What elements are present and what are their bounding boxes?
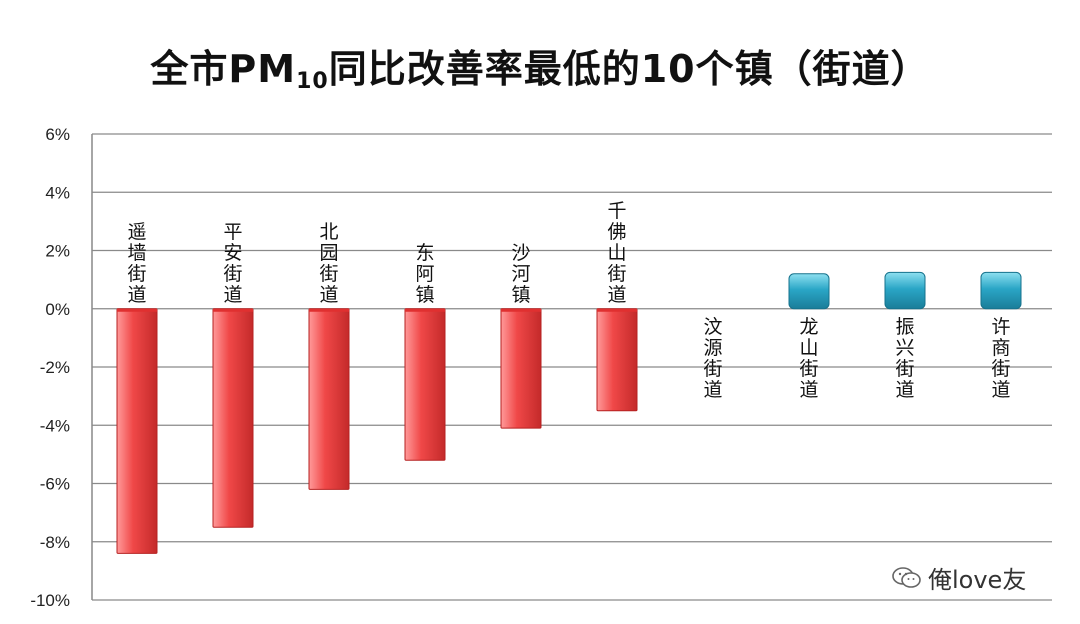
category-label-char: 河	[511, 263, 530, 285]
chart-title-rest: 同比改善率最低的10个镇（街道）	[328, 47, 930, 91]
category-label-char: 山	[799, 337, 818, 359]
y-tick-label: -8%	[40, 533, 70, 552]
bar	[404, 308, 446, 461]
bar	[980, 271, 1022, 310]
category-label-char: 道	[319, 284, 338, 306]
category-label-char: 阿	[415, 263, 434, 285]
category-label-char: 商	[991, 337, 1010, 359]
bar-cap	[405, 308, 445, 312]
category-label-char: 街	[991, 358, 1010, 380]
category-label-char: 千	[607, 200, 626, 222]
y-tick-label: -2%	[40, 358, 70, 377]
category-label-char: 道	[799, 379, 818, 401]
y-tick-label: -10%	[30, 591, 70, 610]
category-label-char: 汶	[703, 316, 722, 338]
category-label-char: 安	[223, 242, 242, 264]
category-label-char: 振	[895, 316, 914, 338]
category-label-char: 道	[895, 379, 914, 401]
category-label-char: 街	[703, 358, 722, 380]
category-label-char: 街	[895, 358, 914, 380]
bar	[308, 308, 350, 490]
chart-title-main: 全市PM	[150, 47, 297, 91]
y-tick-label: 0%	[45, 300, 70, 319]
category-label-char: 许	[991, 316, 1010, 338]
bar-cap	[117, 308, 157, 312]
category-label-char: 沙	[511, 242, 530, 264]
bar	[884, 271, 926, 310]
bar-cap	[309, 308, 349, 312]
y-tick-label: 2%	[45, 242, 70, 261]
category-label-char: 源	[703, 337, 722, 359]
category-label-char: 兴	[895, 337, 914, 359]
bar-cap	[213, 308, 253, 312]
category-label-char: 北	[319, 221, 338, 243]
category-label-char: 平	[223, 221, 242, 243]
category-label-char: 街	[223, 263, 242, 285]
category-label: 沙河镇	[511, 242, 530, 306]
bar	[596, 308, 638, 412]
category-label-char: 道	[703, 379, 722, 401]
bar-cap	[501, 308, 541, 312]
y-tick-label: -4%	[40, 416, 70, 435]
wechat-icon	[892, 566, 921, 588]
category-label-char: 东	[415, 242, 434, 264]
category-label-char: 龙	[799, 316, 818, 338]
watermark-text: 俺love友	[928, 566, 1027, 594]
category-label-char: 道	[223, 284, 242, 306]
category-label-char: 遥	[127, 221, 146, 243]
bar-cap	[597, 308, 637, 312]
bar	[788, 273, 830, 310]
chart-title: 全市PM10同比改善率最低的10个镇（街道）	[0, 38, 1080, 94]
bars-layer	[116, 271, 1022, 554]
bar	[500, 308, 542, 429]
bar	[116, 308, 158, 554]
bar	[212, 308, 254, 528]
category-label-char: 道	[607, 284, 626, 306]
category-label-char: 街	[607, 263, 626, 285]
y-tick-label: -6%	[40, 475, 70, 494]
category-label-char: 道	[991, 379, 1010, 401]
category-label-char: 街	[799, 358, 818, 380]
y-tick-label: 6%	[45, 125, 70, 144]
y-tick-label: 4%	[45, 183, 70, 202]
category-label-char: 镇	[511, 284, 530, 306]
category-label: 东阿镇	[415, 242, 434, 306]
category-label-char: 墙	[127, 242, 146, 264]
category-label-char: 山	[607, 242, 626, 264]
category-label-char: 园	[319, 242, 338, 264]
chart-title-subscript: 10	[296, 69, 329, 94]
category-label-char: 镇	[415, 284, 434, 306]
category-label-char: 道	[127, 284, 146, 306]
category-label-char: 街	[319, 263, 338, 285]
watermark: 俺love友	[892, 560, 1026, 595]
category-label-char: 佛	[607, 221, 626, 243]
category-label-char: 街	[127, 263, 146, 285]
